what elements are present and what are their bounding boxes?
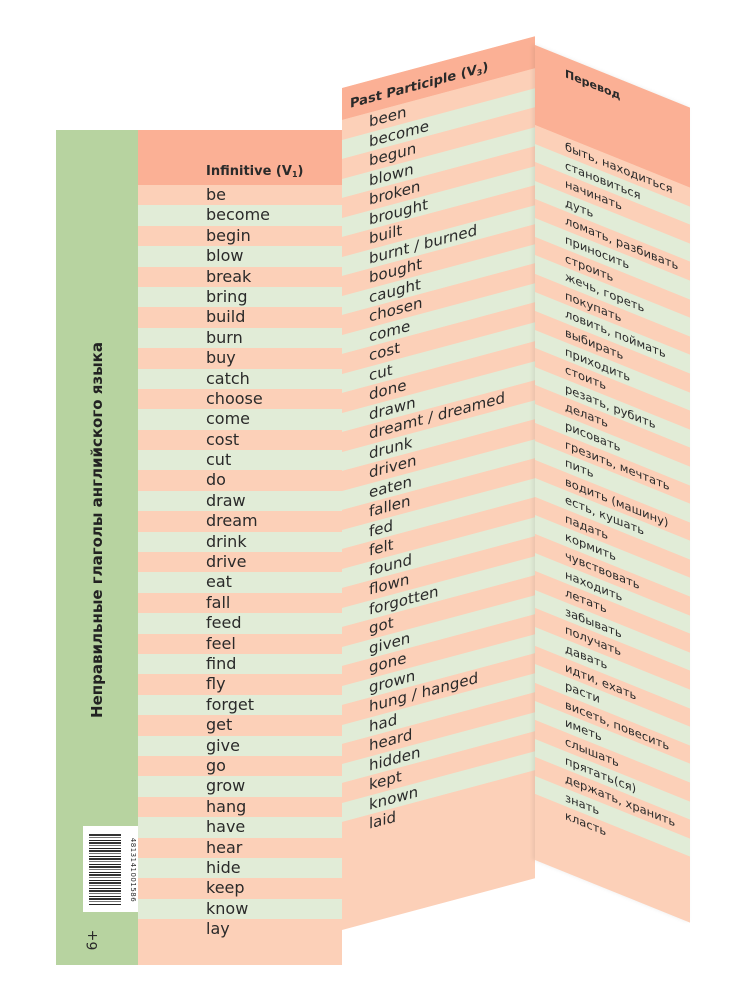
list-item: burn (138, 327, 342, 349)
list-item: get (138, 715, 342, 736)
list-item: blow (138, 246, 342, 267)
header-sub: 1 (291, 170, 298, 179)
list-item: become (138, 205, 342, 226)
list-item: begin (138, 225, 342, 247)
translation-list: быть, находиться становиться начинать дуть л… (535, 125, 690, 876)
list-item: hear (138, 837, 342, 858)
list-item: fall (138, 592, 342, 614)
list-item: build (138, 307, 342, 328)
cover-strip: Неправильные глаголы английского языка (56, 130, 138, 965)
list-item: draw (138, 490, 342, 512)
list-item: know (138, 898, 342, 920)
list-item: keep (138, 878, 342, 899)
list-item: choose (138, 388, 342, 410)
infinitive-panel: Infinitive (V 1) be become begin blow break br… (138, 130, 342, 965)
translation-panel: Перевод быть, находиться становиться начин… (535, 45, 690, 923)
header-close: ) (482, 59, 489, 77)
list-item: come (138, 409, 342, 430)
barcode: 4813141001586 (83, 826, 138, 912)
age-rating: 6+ (85, 929, 101, 951)
list-item: hang (138, 796, 342, 818)
list-item: grow (138, 776, 342, 797)
list-item: forget (138, 694, 342, 716)
list-item: give (138, 735, 342, 756)
list-item: cut (138, 450, 342, 471)
list-item: do (138, 470, 342, 491)
leaflet-title: Неправильные глаголы английского языка (88, 342, 106, 718)
list-item: have (138, 817, 342, 838)
infinitive-list: be become begin blow break bring build burn buy c… (138, 185, 342, 940)
list-item: dream (138, 511, 342, 532)
list-item: feed (138, 613, 342, 634)
list-item: buy (138, 348, 342, 369)
list-item: break (138, 266, 342, 287)
list-item: feel (138, 633, 342, 654)
header-close: ) (297, 164, 304, 179)
list-item: find (138, 653, 342, 675)
past-participle-panel: Past Participle (V 3) been become begun blow… (342, 36, 535, 930)
list-item: lay (138, 919, 342, 940)
list-item: catch (138, 368, 342, 389)
list-item: be (138, 185, 342, 206)
list-item: go (138, 755, 342, 777)
list-item: cost (138, 429, 342, 451)
list-item: fly (138, 674, 342, 695)
infinitive-header: Infinitive (V 1) (138, 130, 342, 185)
past-participle-list: been become begun blown broken brought built bu… (342, 68, 535, 842)
list-item: eat (138, 572, 342, 593)
barcode-number: 4813141001586 (129, 837, 137, 903)
list-item: drink (138, 531, 342, 553)
header-label: Infinitive (V (206, 164, 292, 179)
list-item: drive (138, 552, 342, 573)
list-item: hide (138, 857, 342, 879)
list-item: bring (138, 286, 342, 308)
barcode-bars (89, 834, 121, 906)
